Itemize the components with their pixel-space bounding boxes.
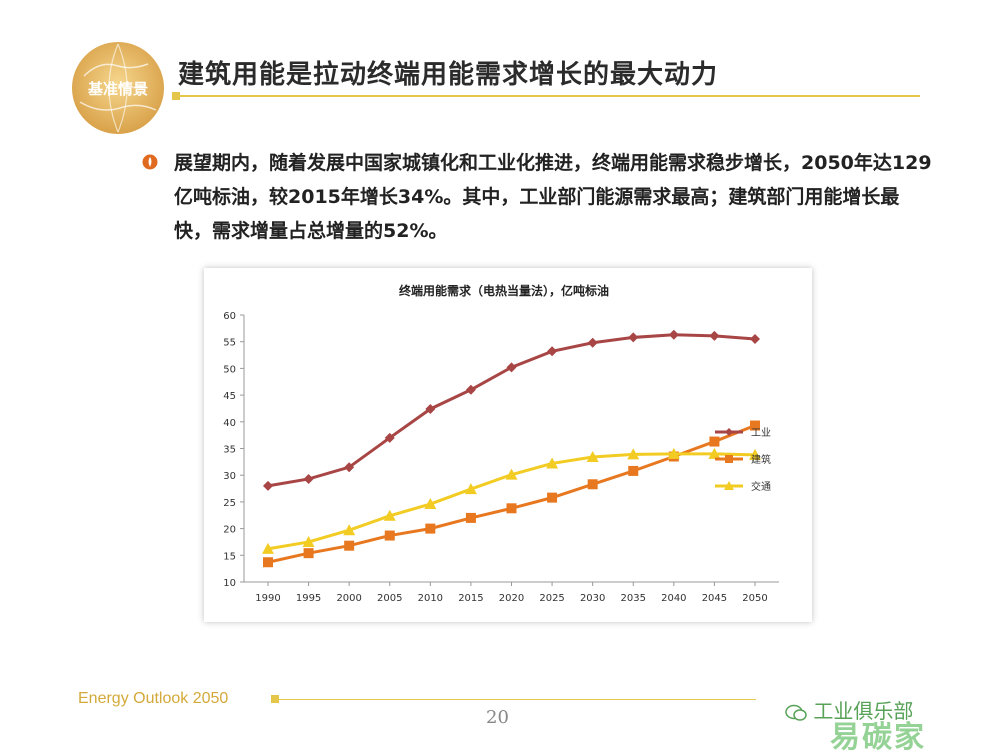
data-point — [586, 451, 599, 463]
legend-marker — [724, 481, 734, 490]
legend-label: 工业 — [751, 427, 771, 439]
watermark: 工业俱乐部 — [785, 695, 913, 724]
data-point — [587, 337, 598, 348]
y-tick-label: 10 — [223, 578, 236, 589]
data-point — [424, 498, 437, 510]
x-tick-label: 2000 — [336, 593, 361, 604]
y-tick-label: 40 — [223, 418, 236, 429]
watermark-text: 工业俱乐部 — [813, 699, 914, 723]
y-tick-label: 25 — [223, 498, 236, 509]
y-tick-label: 20 — [223, 525, 236, 536]
data-point — [708, 447, 721, 459]
series-line-2 — [267, 424, 756, 564]
y-tick-label: 30 — [223, 471, 236, 482]
y-tick-label: 50 — [223, 364, 236, 375]
y-tick-label: 15 — [223, 551, 236, 562]
data-point — [263, 480, 273, 491]
footer-rule-dot — [271, 695, 279, 703]
data-point — [464, 483, 477, 495]
page-title: 建筑用能是拉动终端用能需求增长的最大动力 — [178, 60, 719, 90]
footer-brand: Energy Outlook 2050 — [78, 690, 229, 707]
data-point — [668, 329, 679, 340]
x-tick-label: 2020 — [499, 593, 524, 604]
footer-divider — [276, 699, 756, 700]
data-point — [303, 548, 314, 559]
data-point — [505, 468, 518, 480]
data-point — [506, 362, 517, 373]
data-point — [750, 334, 760, 345]
data-point — [262, 542, 274, 554]
y-tick-label: 35 — [223, 445, 236, 456]
data-point — [547, 492, 558, 503]
data-point — [384, 432, 395, 443]
chart-title: 终端用能需求（电热当量法），亿吨标油 — [399, 283, 609, 298]
x-tick-label: 2030 — [580, 593, 605, 604]
y-tick-label: 45 — [223, 391, 236, 402]
data-point — [465, 512, 476, 523]
data-point — [344, 462, 355, 473]
data-point — [384, 530, 395, 541]
chart-container: 终端用能需求（电热当量法），亿吨标油 10 15 20 25 30 35 40 45 50 55 6… — [204, 268, 812, 622]
x-tick-label: 2040 — [661, 593, 686, 604]
x-tick-label: 2005 — [377, 593, 402, 604]
legend-marker — [725, 428, 733, 436]
title-divider — [176, 95, 920, 97]
data-point — [627, 448, 640, 460]
globe-logo-icon: 基准情景 — [70, 40, 166, 136]
y-tick-label: 60 — [223, 311, 236, 322]
data-point — [709, 330, 720, 341]
page-number: 20 — [486, 707, 509, 728]
body-paragraph: 展望期内，随着发展中国家城镇化和工业化推进，终端用能需求稳步增长，2050年达1… — [174, 152, 932, 242]
x-tick-label: 2035 — [621, 593, 646, 604]
chart-series — [262, 329, 761, 568]
data-point — [506, 503, 517, 514]
data-point — [587, 479, 598, 490]
x-tick-label: 1990 — [255, 593, 280, 604]
data-point — [344, 540, 355, 551]
flame-bullet-icon — [142, 154, 158, 170]
logo-text: 基准情景 — [87, 80, 148, 98]
data-point — [303, 473, 314, 484]
wechat-icon — [785, 699, 813, 723]
data-point — [547, 346, 558, 357]
data-point — [667, 447, 680, 459]
data-point — [709, 436, 720, 447]
data-point — [343, 524, 356, 536]
legend-label: 建筑 — [751, 453, 771, 466]
data-point — [263, 557, 273, 568]
series-line-1 — [267, 333, 756, 488]
data-point — [302, 535, 315, 547]
legend-label: 交通 — [751, 480, 771, 493]
data-point — [425, 523, 436, 534]
x-tick-label: 2015 — [458, 593, 483, 604]
data-point — [465, 384, 476, 395]
x-tick-label: 2045 — [702, 593, 727, 604]
data-point — [425, 403, 436, 414]
data-point — [383, 509, 396, 521]
data-point — [628, 465, 639, 476]
legend-marker — [725, 455, 733, 463]
x-tick-label: 2050 — [742, 593, 767, 604]
data-point — [628, 332, 639, 343]
data-point — [750, 420, 760, 431]
x-tick-label: 2010 — [418, 593, 443, 604]
line-chart: 终端用能需求（电热当量法），亿吨标油 101520253035404550556… — [223, 283, 779, 604]
y-tick-label: 55 — [223, 338, 236, 349]
data-point — [546, 457, 559, 469]
x-tick-label: 1995 — [296, 593, 321, 604]
watermark-logo-text: 易碳家 — [830, 720, 926, 755]
data-point — [749, 448, 761, 460]
x-tick-label: 2025 — [539, 593, 564, 604]
